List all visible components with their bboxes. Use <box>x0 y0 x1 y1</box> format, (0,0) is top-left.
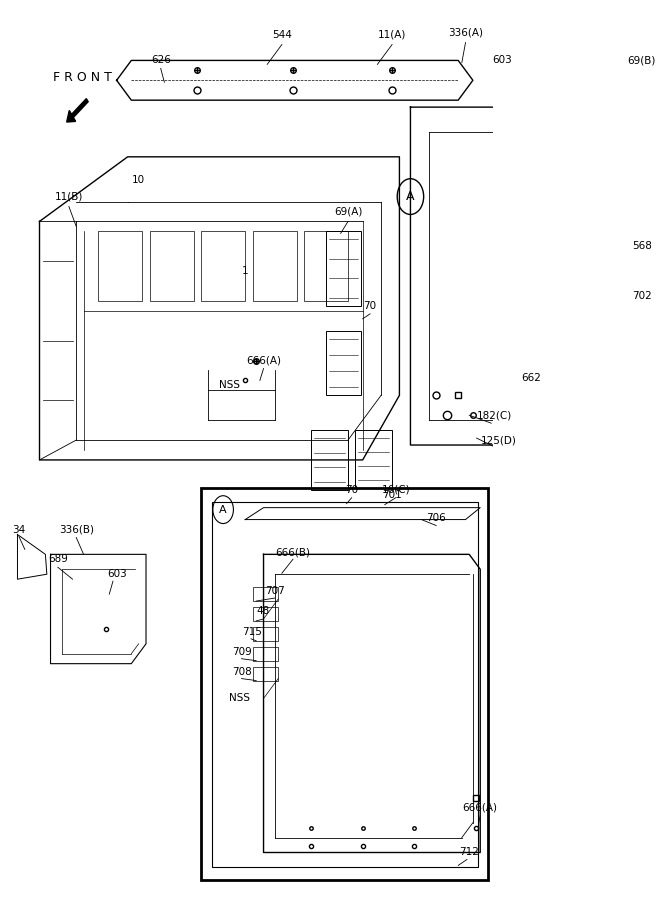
Text: 544: 544 <box>272 30 292 40</box>
Text: 603: 603 <box>492 56 512 66</box>
Bar <box>326 231 362 306</box>
Text: 1: 1 <box>242 266 249 276</box>
Bar <box>149 231 193 301</box>
Text: 70: 70 <box>364 301 377 310</box>
FancyArrow shape <box>67 99 88 122</box>
Text: 182(C): 182(C) <box>478 410 512 420</box>
Text: 715: 715 <box>243 627 262 637</box>
Bar <box>304 231 348 301</box>
Text: 16(C): 16(C) <box>382 485 410 495</box>
Bar <box>326 330 362 395</box>
Text: 702: 702 <box>632 291 652 301</box>
Text: A: A <box>406 190 415 203</box>
Text: 666(A): 666(A) <box>463 803 498 813</box>
Text: NSS: NSS <box>229 694 250 704</box>
Bar <box>98 231 142 301</box>
Text: NSS: NSS <box>219 381 241 391</box>
Bar <box>356 430 392 488</box>
Text: 69(A): 69(A) <box>334 206 362 217</box>
Bar <box>212 501 478 868</box>
Text: 662: 662 <box>522 374 542 383</box>
Text: 70: 70 <box>345 485 358 495</box>
Text: 666(A): 666(A) <box>246 356 281 365</box>
Text: 34: 34 <box>12 525 25 535</box>
Text: 336(A): 336(A) <box>448 28 483 38</box>
Bar <box>201 488 488 880</box>
Text: 336(B): 336(B) <box>59 525 94 535</box>
Text: 712: 712 <box>460 848 479 858</box>
Text: 706: 706 <box>426 513 446 523</box>
Bar <box>253 667 278 680</box>
Text: 125(D): 125(D) <box>481 435 516 446</box>
Bar <box>253 627 278 641</box>
Bar <box>253 231 297 301</box>
Text: 11(B): 11(B) <box>55 192 83 202</box>
Text: 707: 707 <box>265 586 284 596</box>
Text: 689: 689 <box>48 554 68 564</box>
Text: 709: 709 <box>231 647 251 657</box>
Bar <box>253 607 278 621</box>
Text: 10: 10 <box>132 175 145 184</box>
Text: 708: 708 <box>231 667 251 677</box>
Bar <box>253 647 278 661</box>
Bar <box>201 231 245 301</box>
Text: F R O N T: F R O N T <box>53 71 111 84</box>
Text: 626: 626 <box>151 56 171 66</box>
Bar <box>253 587 278 601</box>
Bar <box>311 430 348 490</box>
Text: 701: 701 <box>382 490 402 500</box>
Text: 666(B): 666(B) <box>275 547 310 557</box>
Text: 48: 48 <box>257 606 270 616</box>
Text: A: A <box>219 505 227 515</box>
Text: 603: 603 <box>107 569 127 580</box>
Text: 69(B): 69(B) <box>628 56 656 66</box>
Text: 11(A): 11(A) <box>378 30 406 40</box>
Text: 568: 568 <box>632 241 652 251</box>
